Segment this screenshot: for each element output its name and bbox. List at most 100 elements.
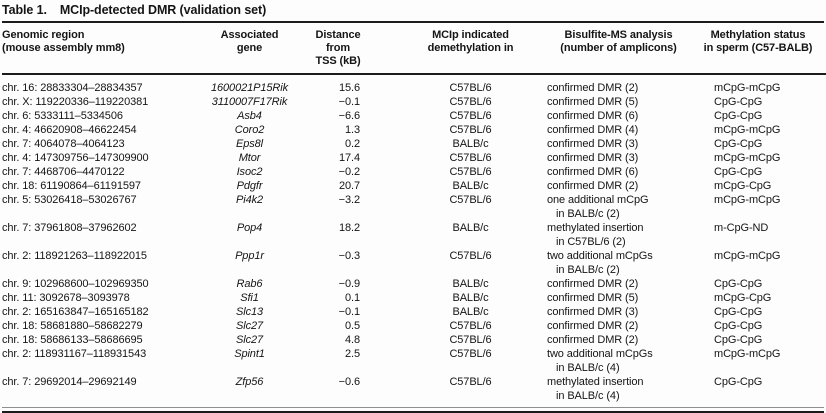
- cell-distance: −6.6: [338, 110, 360, 122]
- cell-bisulfite: confirmed DMR (2): [547, 74, 690, 95]
- caption-divider-rule: [2, 21, 824, 23]
- bisulfite-line1: methylated insertion: [547, 222, 644, 234]
- header-line: MCIp indicated: [432, 29, 509, 41]
- cell-distance: −0.1: [338, 96, 360, 108]
- cell-status: mCpG-mCpG: [714, 124, 781, 136]
- cell-region: chr. 7: 4468706–4470122: [2, 166, 125, 178]
- cell-region: chr. 6: 5333111–5334506: [2, 110, 123, 122]
- table-row: chr. 6: 5333111–5334506 Asb4 −6.6 C57BL/…: [2, 109, 826, 123]
- header-line: TSS (kB): [315, 55, 361, 67]
- cell-gene: 3110007F17Rik: [211, 96, 288, 108]
- bisulfite-line1: confirmed DMR (2): [547, 82, 639, 94]
- cell-distance: 0.1: [345, 292, 360, 304]
- table-row: chr. 5: 53026418–53026767 Pi4k2 −3.2 C57…: [2, 193, 826, 221]
- bisulfite-line1: confirmed DMR (3): [547, 152, 639, 164]
- table-number-label: Table 1.: [2, 3, 47, 17]
- cell-distance: 17.4: [338, 152, 360, 164]
- cell-bisulfite: confirmed DMR (6): [547, 165, 690, 179]
- cell-bisulfite: confirmed DMR (2): [547, 319, 690, 333]
- cell-gene: Eps8l: [235, 138, 264, 150]
- cell-distance: −0.3: [338, 250, 360, 262]
- bisulfite-line1: confirmed DMR (2): [547, 180, 639, 192]
- cell-bisulfite: two additional mCpGs in BALB/c (2): [547, 249, 690, 277]
- cell-bisulfite: methylated insertion in BALB/c (4): [547, 375, 690, 403]
- bisulfite-line1: confirmed DMR (3): [547, 306, 639, 318]
- cell-gene: Sfi1: [240, 292, 259, 304]
- cell-region: chr. 11: 3092678–3093978: [2, 292, 130, 304]
- bisulfite-line1: confirmed DMR (2): [547, 278, 639, 290]
- cell-gene: Rab6: [236, 278, 263, 290]
- cell-gene: Slc27: [235, 334, 264, 346]
- cell-bisulfite: confirmed DMR (5): [547, 291, 690, 305]
- bisulfite-line1: confirmed DMR (6): [547, 110, 639, 122]
- header-line: gene: [236, 42, 263, 54]
- header-line: Bisulfite-MS analysis: [564, 29, 673, 41]
- cell-region: chr. 2: 118931167–118931543: [2, 348, 147, 360]
- cell-gene: Zfp56: [235, 376, 264, 388]
- cell-status: mCpG-mCpG: [714, 348, 781, 360]
- col-header-distance-tss: Distance from TSS (kB): [302, 23, 374, 75]
- cell-region: chr. 16: 28833304–28834357: [2, 82, 143, 94]
- cell-gene: Asb4: [237, 110, 262, 122]
- header-line: Associated: [220, 29, 279, 41]
- table-row: chr. 7: 4064078–4064123 Eps8l 0.2 BALB/c…: [2, 137, 826, 151]
- cell-region: chr. 4: 147309756–147309900: [2, 152, 149, 164]
- cell-status: CpG-CpG: [714, 110, 763, 122]
- table-row: chr. 9: 102968600–102969350 Rab6 −0.9 BA…: [2, 277, 826, 291]
- cell-bisulfite: confirmed DMR (5): [547, 95, 690, 109]
- cell-status: mCpG-mCpG: [714, 152, 781, 164]
- header-line: in sperm (C57-BALB): [703, 42, 813, 54]
- cell-mcip: C57BL/6: [449, 194, 492, 206]
- cell-distance: −0.2: [338, 166, 360, 178]
- cell-bisulfite: methylated insertion in C57BL/6 (2): [547, 221, 690, 249]
- cell-gene: Slc27: [235, 320, 264, 332]
- bisulfite-line1: confirmed DMR (4): [547, 124, 639, 136]
- cell-region: chr. 7: 37961808–37962602: [2, 222, 137, 234]
- table-row: chr. X: 119220336–119220381 3110007F17Ri…: [2, 95, 826, 109]
- cell-status: mCpG-CpG: [714, 180, 772, 192]
- cell-distance: 0.5: [345, 320, 360, 332]
- cell-region: chr. 18: 61190864–61191597: [2, 180, 141, 192]
- cell-bisulfite: confirmed DMR (2): [547, 179, 690, 193]
- cell-mcip: C57BL/6: [449, 82, 492, 94]
- cell-distance: 0.2: [345, 138, 360, 150]
- cell-mcip: C57BL/6: [449, 348, 492, 360]
- cell-status: CpG-CpG: [714, 334, 763, 346]
- cell-mcip: C57BL/6: [449, 124, 492, 136]
- cell-region: chr. 4: 46620908–46622454: [2, 124, 137, 136]
- cell-mcip: BALB/c: [452, 138, 489, 150]
- col-header-methylation-status: Methylation status in sperm (C57-BALB): [690, 23, 826, 75]
- bottom-rule-thin: [2, 407, 824, 408]
- cell-gene: Pop4: [236, 222, 263, 234]
- col-header-genomic-region: Genomic region (mouse assembly mm8): [2, 23, 197, 75]
- cell-gene: Ppp1r: [235, 250, 264, 262]
- cell-region: chr. 7: 4064078–4064123: [2, 138, 125, 150]
- table-title-text: MCIp-detected DMR (validation set): [59, 3, 267, 17]
- table-row: chr. 16: 28833304–28834357 1600021P15Rik…: [2, 74, 826, 95]
- header-line: Distance from: [315, 29, 361, 54]
- cell-region: chr. 2: 118921263–118922015: [2, 250, 147, 262]
- table-row: chr. 18: 61190864–61191597 Pdgfr 20.7 BA…: [2, 179, 826, 193]
- cell-status: CpG-CpG: [714, 166, 763, 178]
- cell-mcip: C57BL/6: [449, 334, 492, 346]
- dmr-validation-table: Genomic region (mouse assembly mm8) Asso…: [2, 23, 826, 403]
- col-header-bisulfite-ms: Bisulfite-MS analysis (number of amplico…: [547, 23, 690, 75]
- cell-bisulfite: confirmed DMR (4): [547, 123, 690, 137]
- cell-distance: 4.8: [345, 334, 360, 346]
- cell-mcip: C57BL/6: [449, 376, 492, 388]
- cell-bisulfite: confirmed DMR (3): [547, 137, 690, 151]
- cell-status: mCpG-mCpG: [714, 250, 781, 262]
- cell-status: mCpG-mCpG: [714, 194, 781, 206]
- cell-gene: Mtor: [238, 152, 261, 164]
- cell-distance: −0.6: [338, 376, 360, 388]
- cell-mcip: BALB/c: [452, 222, 489, 234]
- cell-region: chr. 9: 102968600–102969350: [2, 278, 149, 290]
- bisulfite-line1: confirmed DMR (5): [547, 292, 639, 304]
- cell-mcip: C57BL/6: [449, 166, 492, 178]
- table-row: chr. 4: 147309756–147309900 Mtor 17.4 C5…: [2, 151, 826, 165]
- cell-status: CpG-CpG: [714, 376, 763, 388]
- cell-bisulfite: confirmed DMR (6): [547, 109, 690, 123]
- bisulfite-line1: confirmed DMR (2): [547, 320, 639, 332]
- table-caption: Table 1. MCIp-detected DMR (validation s…: [2, 2, 826, 21]
